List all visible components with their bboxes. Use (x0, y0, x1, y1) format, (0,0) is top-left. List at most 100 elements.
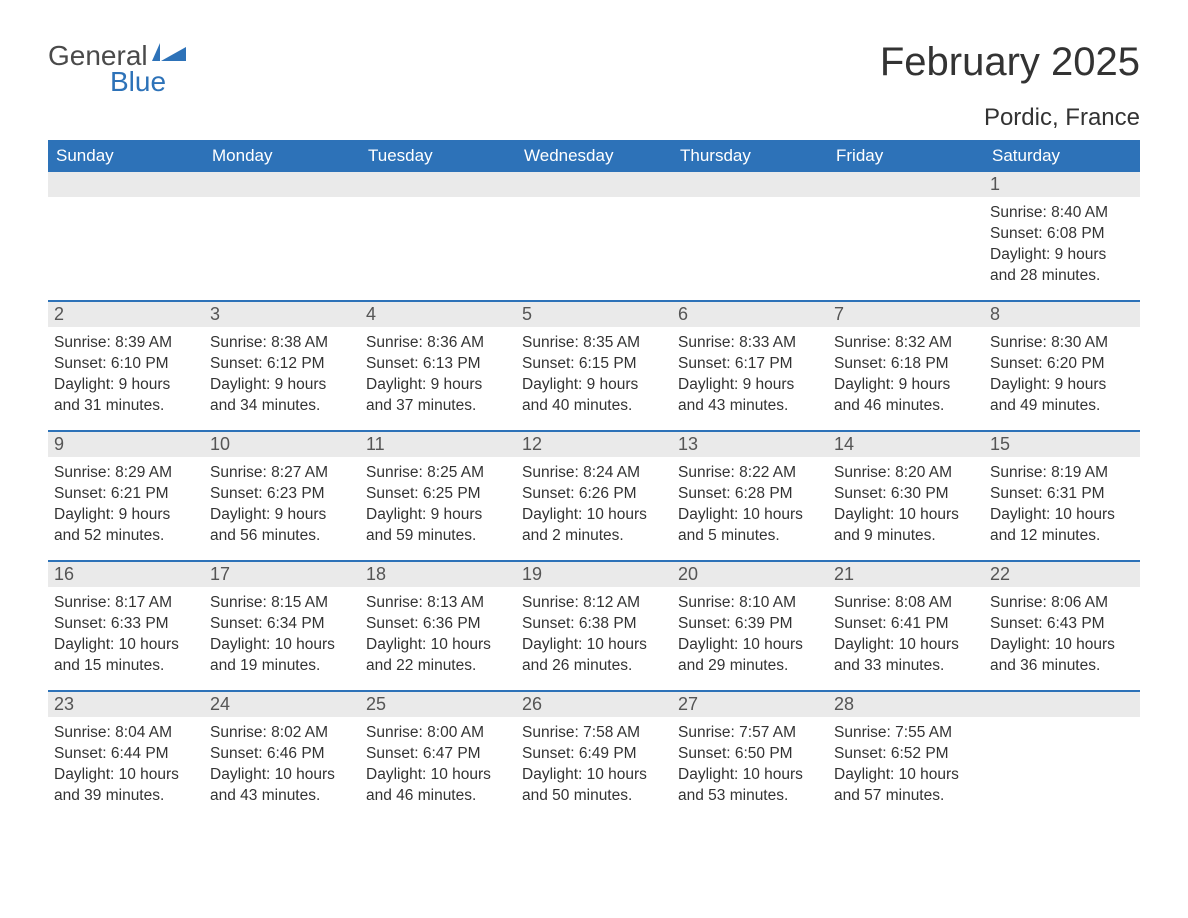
day-sunset: Sunset: 6:12 PM (210, 354, 358, 375)
day-number: 8 (984, 302, 1140, 327)
calendar-cell: 26Sunrise: 7:58 AMSunset: 6:49 PMDayligh… (516, 692, 672, 820)
day-of-week-header: Sunday (48, 140, 204, 172)
day-sunset: Sunset: 6:30 PM (834, 484, 982, 505)
calendar-cell: 2Sunrise: 8:39 AMSunset: 6:10 PMDaylight… (48, 302, 204, 430)
day-day2: and 5 minutes. (678, 526, 826, 547)
day-body: Sunrise: 8:10 AMSunset: 6:39 PMDaylight:… (672, 587, 828, 683)
day-body: Sunrise: 8:36 AMSunset: 6:13 PMDaylight:… (360, 327, 516, 423)
day-body: Sunrise: 8:24 AMSunset: 6:26 PMDaylight:… (516, 457, 672, 553)
day-body: Sunrise: 8:39 AMSunset: 6:10 PMDaylight:… (48, 327, 204, 423)
day-body: Sunrise: 8:17 AMSunset: 6:33 PMDaylight:… (48, 587, 204, 683)
calendar-cell (984, 692, 1140, 820)
day-number: 23 (48, 692, 204, 717)
day-sunrise: Sunrise: 8:24 AM (522, 463, 670, 484)
calendar-cell (516, 172, 672, 300)
calendar-cell (828, 172, 984, 300)
day-number: 19 (516, 562, 672, 587)
day-sunrise: Sunrise: 8:40 AM (990, 203, 1138, 224)
day-day2: and 49 minutes. (990, 396, 1138, 417)
day-sunset: Sunset: 6:38 PM (522, 614, 670, 635)
day-day2: and 37 minutes. (366, 396, 514, 417)
calendar-cell: 4Sunrise: 8:36 AMSunset: 6:13 PMDaylight… (360, 302, 516, 430)
day-sunset: Sunset: 6:10 PM (54, 354, 202, 375)
day-day1: Daylight: 9 hours (210, 375, 358, 396)
day-number: 15 (984, 432, 1140, 457)
calendar-cell: 24Sunrise: 8:02 AMSunset: 6:46 PMDayligh… (204, 692, 360, 820)
logo-text-blue: Blue (110, 66, 186, 98)
day-body: Sunrise: 8:35 AMSunset: 6:15 PMDaylight:… (516, 327, 672, 423)
day-sunrise: Sunrise: 8:10 AM (678, 593, 826, 614)
day-number: 17 (204, 562, 360, 587)
calendar-cell: 27Sunrise: 7:57 AMSunset: 6:50 PMDayligh… (672, 692, 828, 820)
day-day1: Daylight: 9 hours (990, 245, 1138, 266)
day-sunset: Sunset: 6:52 PM (834, 744, 982, 765)
calendar-cell (360, 172, 516, 300)
day-sunset: Sunset: 6:08 PM (990, 224, 1138, 245)
day-sunrise: Sunrise: 8:04 AM (54, 723, 202, 744)
day-day1: Daylight: 9 hours (834, 375, 982, 396)
day-day2: and 59 minutes. (366, 526, 514, 547)
day-sunset: Sunset: 6:17 PM (678, 354, 826, 375)
empty-day-number (672, 172, 828, 197)
day-sunset: Sunset: 6:23 PM (210, 484, 358, 505)
day-number: 2 (48, 302, 204, 327)
day-sunset: Sunset: 6:47 PM (366, 744, 514, 765)
day-day2: and 34 minutes. (210, 396, 358, 417)
day-sunset: Sunset: 6:36 PM (366, 614, 514, 635)
day-sunrise: Sunrise: 8:36 AM (366, 333, 514, 354)
day-number: 27 (672, 692, 828, 717)
day-day2: and 2 minutes. (522, 526, 670, 547)
day-day2: and 36 minutes. (990, 656, 1138, 677)
day-day2: and 53 minutes. (678, 786, 826, 807)
day-number: 12 (516, 432, 672, 457)
calendar-cell: 23Sunrise: 8:04 AMSunset: 6:44 PMDayligh… (48, 692, 204, 820)
day-sunset: Sunset: 6:20 PM (990, 354, 1138, 375)
day-body: Sunrise: 8:02 AMSunset: 6:46 PMDaylight:… (204, 717, 360, 813)
day-body: Sunrise: 8:06 AMSunset: 6:43 PMDaylight:… (984, 587, 1140, 683)
day-body: Sunrise: 8:27 AMSunset: 6:23 PMDaylight:… (204, 457, 360, 553)
day-body: Sunrise: 8:29 AMSunset: 6:21 PMDaylight:… (48, 457, 204, 553)
day-sunset: Sunset: 6:41 PM (834, 614, 982, 635)
day-day1: Daylight: 9 hours (366, 505, 514, 526)
day-sunset: Sunset: 6:50 PM (678, 744, 826, 765)
calendar-cell: 19Sunrise: 8:12 AMSunset: 6:38 PMDayligh… (516, 562, 672, 690)
day-sunrise: Sunrise: 8:38 AM (210, 333, 358, 354)
day-day2: and 39 minutes. (54, 786, 202, 807)
day-day2: and 26 minutes. (522, 656, 670, 677)
day-day2: and 9 minutes. (834, 526, 982, 547)
day-day1: Daylight: 10 hours (522, 635, 670, 656)
day-day2: and 56 minutes. (210, 526, 358, 547)
day-sunrise: Sunrise: 8:08 AM (834, 593, 982, 614)
day-body: Sunrise: 7:55 AMSunset: 6:52 PMDaylight:… (828, 717, 984, 813)
day-sunset: Sunset: 6:13 PM (366, 354, 514, 375)
day-sunrise: Sunrise: 7:55 AM (834, 723, 982, 744)
day-day1: Daylight: 10 hours (834, 765, 982, 786)
day-body: Sunrise: 8:32 AMSunset: 6:18 PMDaylight:… (828, 327, 984, 423)
day-sunrise: Sunrise: 8:32 AM (834, 333, 982, 354)
day-day1: Daylight: 9 hours (210, 505, 358, 526)
day-body: Sunrise: 8:22 AMSunset: 6:28 PMDaylight:… (672, 457, 828, 553)
day-day1: Daylight: 10 hours (990, 635, 1138, 656)
day-of-week-header: Thursday (672, 140, 828, 172)
day-number: 5 (516, 302, 672, 327)
day-number: 10 (204, 432, 360, 457)
empty-day-number (48, 172, 204, 197)
empty-day-number (204, 172, 360, 197)
day-sunrise: Sunrise: 8:17 AM (54, 593, 202, 614)
day-day1: Daylight: 9 hours (366, 375, 514, 396)
day-day1: Daylight: 10 hours (210, 765, 358, 786)
logo: General Blue (48, 40, 186, 98)
day-sunrise: Sunrise: 8:06 AM (990, 593, 1138, 614)
day-number: 22 (984, 562, 1140, 587)
day-sunrise: Sunrise: 8:29 AM (54, 463, 202, 484)
empty-day-number (360, 172, 516, 197)
day-day2: and 15 minutes. (54, 656, 202, 677)
day-day2: and 22 minutes. (366, 656, 514, 677)
day-of-week-header: Friday (828, 140, 984, 172)
day-sunset: Sunset: 6:46 PM (210, 744, 358, 765)
day-body: Sunrise: 8:13 AMSunset: 6:36 PMDaylight:… (360, 587, 516, 683)
calendar-cell: 1Sunrise: 8:40 AMSunset: 6:08 PMDaylight… (984, 172, 1140, 300)
day-sunset: Sunset: 6:18 PM (834, 354, 982, 375)
day-day1: Daylight: 10 hours (366, 765, 514, 786)
calendar-cell: 17Sunrise: 8:15 AMSunset: 6:34 PMDayligh… (204, 562, 360, 690)
